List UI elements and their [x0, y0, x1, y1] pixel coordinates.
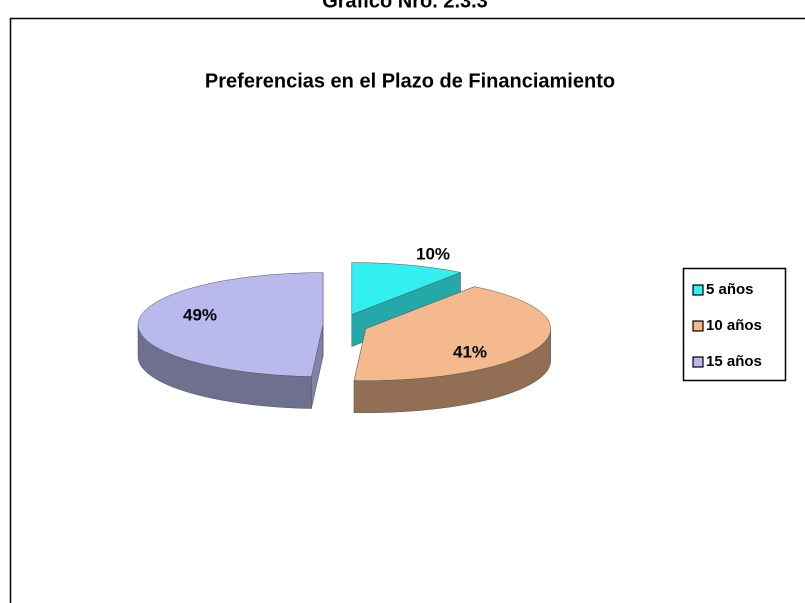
- chart-title: Preferencias en el Plazo de Financiamien…: [205, 70, 615, 92]
- legend-label: 10 años: [706, 317, 762, 334]
- legend-swatch: [692, 356, 704, 368]
- legend-swatch: [692, 284, 704, 296]
- data-label: 41%: [453, 342, 487, 361]
- data-label: 49%: [183, 305, 217, 324]
- slice: [351, 262, 462, 315]
- legend-swatch: [692, 320, 704, 332]
- data-label: 10%: [416, 244, 450, 263]
- legend-label: 5 años: [706, 281, 754, 298]
- heading: Gráfico Nro. 2.3.3: [322, 0, 488, 12]
- slice: [353, 286, 551, 381]
- legend-label: 15 años: [706, 353, 762, 370]
- slice: [137, 272, 324, 377]
